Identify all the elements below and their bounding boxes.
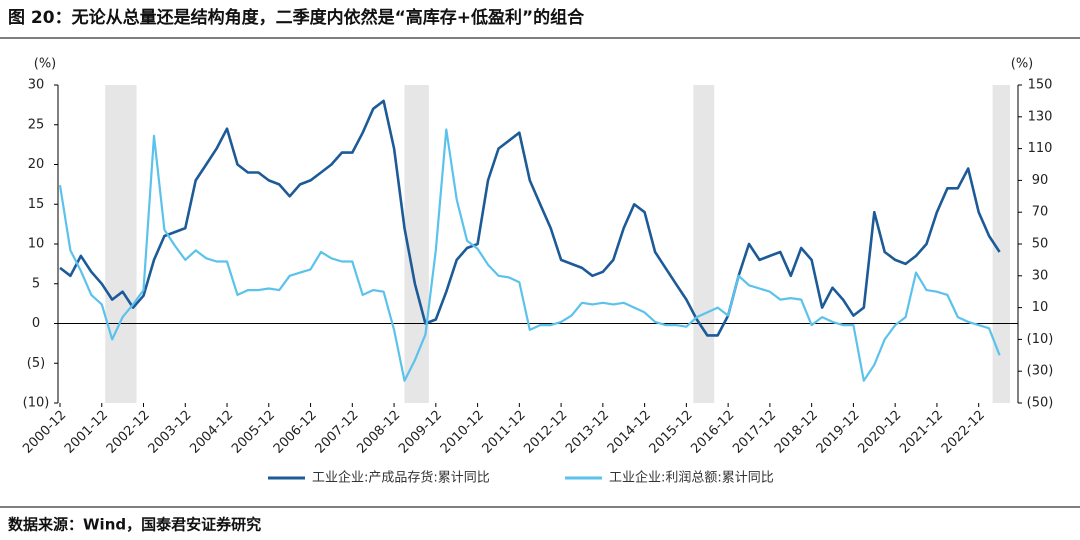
x-tick-label: 2019-12	[814, 408, 863, 457]
x-tick-label: 2000-12	[20, 408, 69, 457]
shaded-period	[693, 85, 715, 403]
x-tick-label: 2011-12	[480, 408, 529, 457]
x-tick-label: 2009-12	[396, 408, 445, 457]
y2-tick-label: 30	[1032, 268, 1049, 283]
x-tick-label: 2022-12	[939, 408, 988, 457]
shaded-period	[105, 85, 137, 403]
y2-tick-label: (50)	[1027, 396, 1054, 411]
y-axis-label: (%)	[34, 57, 57, 72]
y2-axis-label: (%)	[1011, 57, 1034, 72]
x-tick-label: 2017-12	[730, 408, 779, 457]
y-tick-label: (5)	[27, 356, 45, 371]
source-note: 数据来源：Wind，国泰君安证券研究	[8, 516, 261, 534]
x-tick-label: 2015-12	[647, 408, 696, 457]
series-line	[59, 99, 1001, 337]
y2-tick-label: 110	[1028, 141, 1053, 156]
y2-tick-label: 90	[1032, 173, 1049, 188]
x-tick-label: 2010-12	[438, 408, 487, 457]
x-tick-label: 2007-12	[313, 408, 362, 457]
y-tick-label: 25	[28, 117, 45, 132]
x-tick-label: 2001-12	[62, 408, 111, 457]
y-tick-label: 20	[28, 157, 45, 172]
x-tick-label: 2014-12	[605, 408, 654, 457]
x-tick-label: 2004-12	[187, 408, 236, 457]
legend-label: 工业企业:产成品存货:累计同比	[312, 470, 490, 486]
x-tick-label: 2008-12	[354, 408, 403, 457]
y2-tick-label: 50	[1032, 237, 1049, 252]
y2-tick-label: 10	[1032, 300, 1049, 315]
y-tick-label: 0	[32, 316, 40, 331]
y2-tick-label: (10)	[1027, 332, 1054, 347]
x-tick-label: 2003-12	[146, 408, 195, 457]
x-tick-label: 2002-12	[104, 408, 153, 457]
x-tick-label: 2016-12	[688, 408, 737, 457]
y2-tick-label: 150	[1028, 78, 1053, 93]
x-tick-label: 2018-12	[772, 408, 821, 457]
x-tick-label: 2021-12	[897, 408, 946, 457]
x-tick-label: 2006-12	[271, 408, 320, 457]
y2-tick-label: 70	[1032, 205, 1049, 220]
x-tick-label: 2005-12	[229, 408, 278, 457]
y-tick-label: 30	[28, 78, 45, 93]
y-tick-label: 10	[28, 237, 45, 252]
y2-tick-label: 130	[1028, 109, 1053, 124]
y2-tick-label: (30)	[1027, 364, 1054, 379]
y-tick-label: 5	[32, 276, 40, 291]
y-tick-label: (10)	[23, 396, 50, 411]
y-tick-label: 15	[28, 197, 45, 212]
legend-label: 工业企业:利润总额:累计同比	[609, 470, 774, 486]
chart-title: 图 20：无论从总量还是结构角度，二季度内依然是“高库存+低盈利”的组合	[8, 7, 585, 28]
series-line	[58, 128, 1001, 382]
x-tick-label: 2013-12	[563, 408, 612, 457]
x-tick-label: 2020-12	[855, 408, 904, 457]
x-tick-label: 2012-12	[521, 408, 570, 457]
